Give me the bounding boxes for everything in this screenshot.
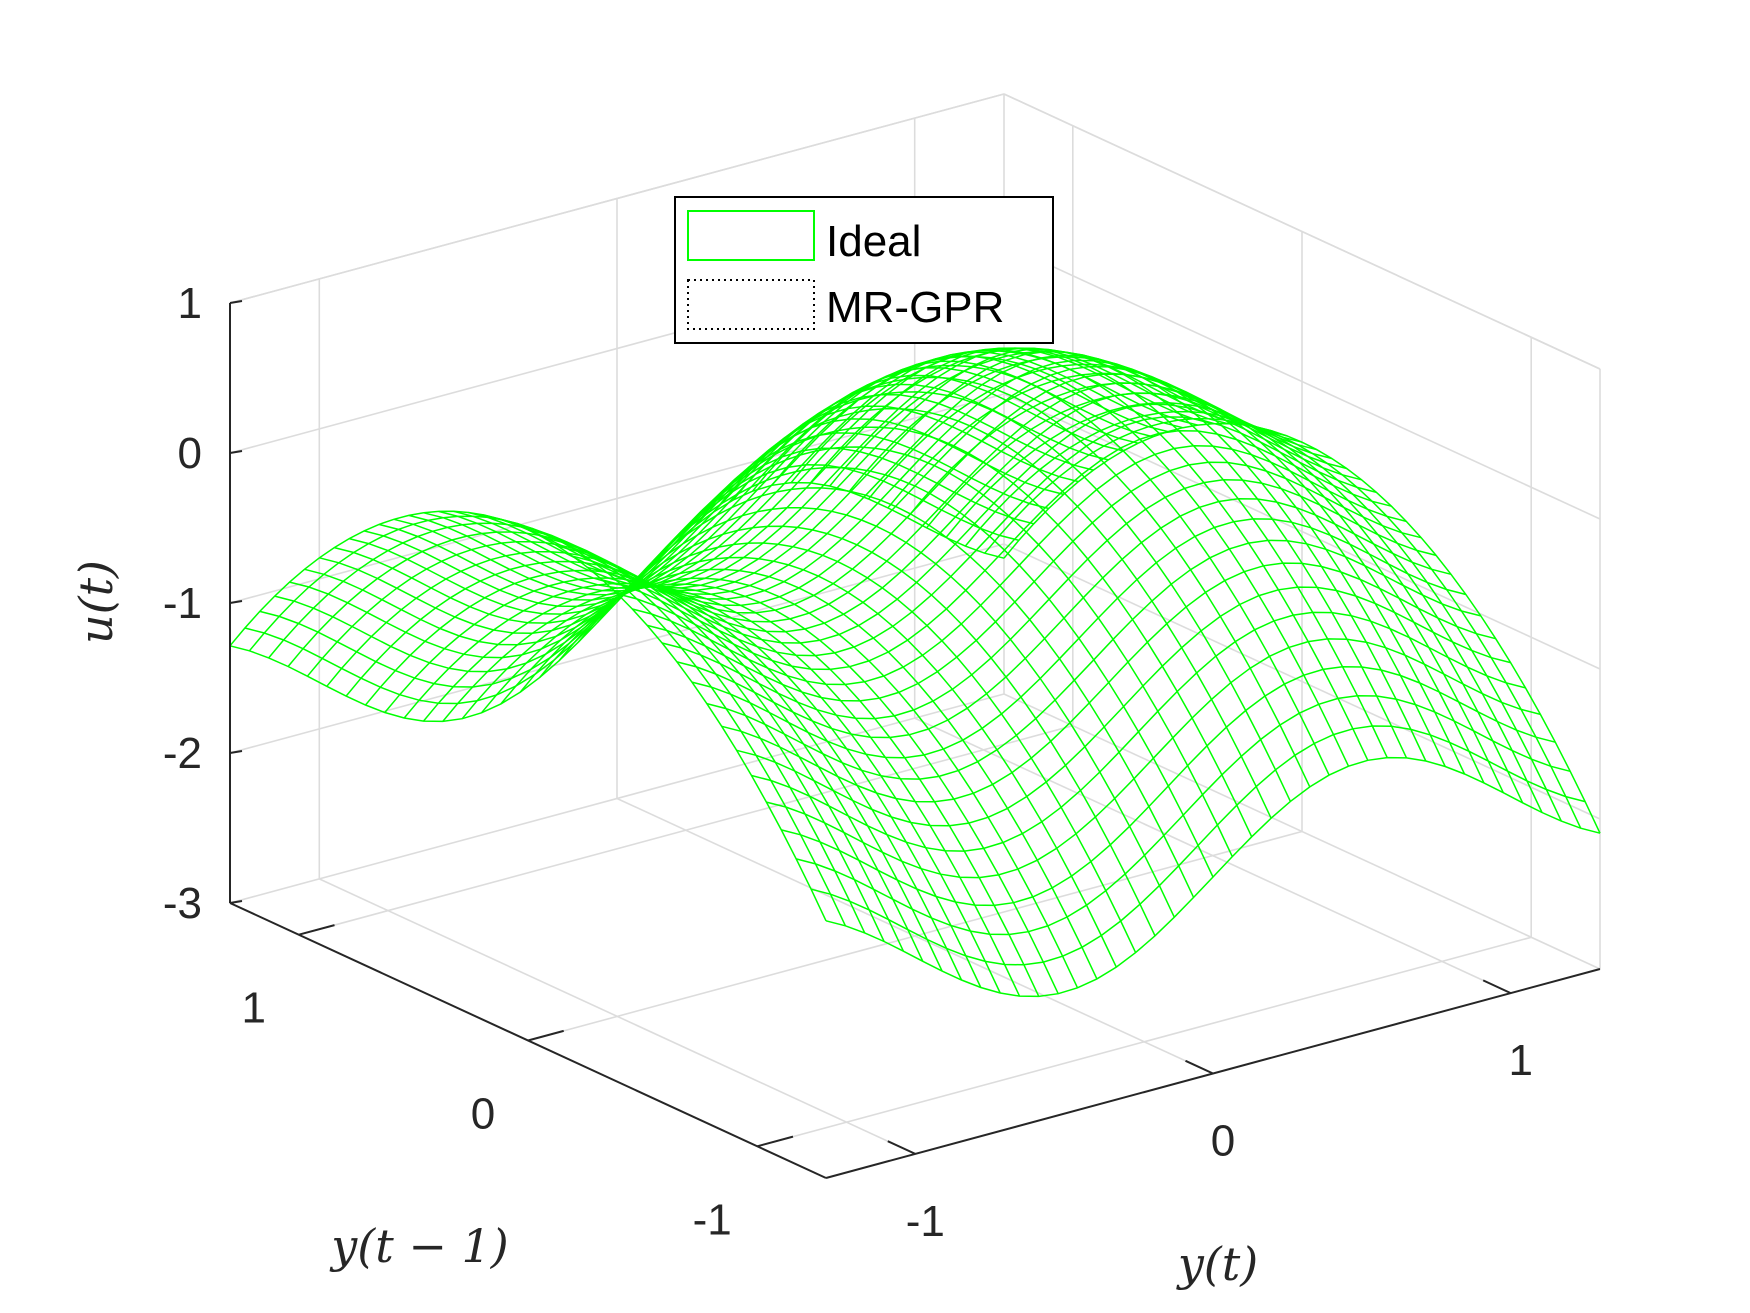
grid-line-y bbox=[298, 724, 1074, 936]
grid-line-y bbox=[756, 936, 1532, 1148]
legend-label-ideal: Ideal bbox=[826, 217, 921, 266]
x-axis-label: y(t) bbox=[1176, 1237, 1258, 1291]
surface-mesh-line-y bbox=[732, 364, 1330, 776]
legend: Ideal MR-GPR bbox=[674, 196, 1054, 344]
y-axis-label: y(t − 1) bbox=[329, 1219, 508, 1273]
surface-mesh-ideal bbox=[229, 347, 1601, 998]
surface-mesh-line-y bbox=[326, 550, 924, 962]
x-tick-mark bbox=[1482, 979, 1512, 995]
surface-mesh-line-y bbox=[867, 363, 1466, 775]
surface-mesh-line-y bbox=[616, 466, 1214, 878]
surface-mesh-line-y bbox=[268, 522, 866, 934]
surface-mesh-line-y bbox=[926, 392, 1524, 804]
z-tick-label: 1 bbox=[178, 279, 202, 328]
x-tick-mark bbox=[1185, 1059, 1214, 1075]
z-axis-label: u(t) bbox=[69, 560, 123, 644]
grid-line-y bbox=[527, 830, 1303, 1042]
z-tick-label: 0 bbox=[178, 429, 202, 478]
surface-mesh-line-y bbox=[790, 347, 1388, 758]
x-tick-mark bbox=[887, 1140, 916, 1155]
surface-mesh-line-y bbox=[384, 577, 982, 988]
surface-mesh-line-y bbox=[577, 506, 1175, 918]
y-tick-mark bbox=[527, 1029, 564, 1042]
surface-mesh-line-y bbox=[887, 372, 1485, 784]
y-tick-mark bbox=[298, 924, 335, 936]
x-tick-label: 1 bbox=[1508, 1036, 1532, 1085]
surface-mesh-line-y bbox=[422, 585, 1021, 997]
z-tick-mark bbox=[229, 750, 243, 754]
z-tick-label: -2 bbox=[163, 729, 202, 778]
surface-mesh-line-y bbox=[597, 487, 1195, 898]
y-tick-label: 1 bbox=[242, 984, 266, 1033]
x-tick-label: -1 bbox=[906, 1197, 945, 1246]
box-edge bbox=[1003, 93, 1601, 370]
x-tick-label: 0 bbox=[1211, 1117, 1235, 1166]
surface-mesh-line-y bbox=[751, 355, 1350, 767]
z-tick-mark bbox=[229, 300, 243, 304]
surface-mesh-line-y bbox=[945, 402, 1543, 813]
tick-labels: -3 -2 -1 0 1 -1 0 1 -1 0 1 bbox=[163, 279, 1533, 1246]
z-tick-label: -3 bbox=[163, 879, 202, 928]
surface-mesh-line-y bbox=[364, 569, 963, 981]
surface-mesh-line-y bbox=[809, 347, 1408, 759]
y-tick-label: 0 bbox=[471, 1090, 495, 1139]
surface-mesh-line-y bbox=[442, 586, 1040, 997]
surface-mesh-line-y bbox=[984, 417, 1582, 829]
box-edge bbox=[229, 93, 1005, 304]
surface-mesh-line-y bbox=[771, 350, 1369, 761]
surface-mesh-line-y bbox=[906, 382, 1504, 794]
legend-label-mrgpr: MR-GPR bbox=[826, 283, 1004, 332]
surface-mesh-line-y bbox=[461, 583, 1059, 995]
surface-mesh-line-y bbox=[655, 426, 1253, 838]
surface-mesh-line-y bbox=[229, 510, 827, 922]
surface-mesh-line-y bbox=[500, 568, 1098, 980]
z-tick-mark bbox=[229, 450, 243, 454]
surface-mesh-line-y bbox=[539, 542, 1137, 953]
surface-mesh-line-y bbox=[558, 525, 1156, 937]
surface-mesh-line-y bbox=[287, 531, 885, 942]
legend-swatch-mrgpr bbox=[687, 279, 815, 330]
axes-layer bbox=[229, 300, 1601, 1179]
legend-swatch-ideal bbox=[687, 210, 815, 261]
z-tick-mark bbox=[229, 900, 243, 904]
y-tick-mark bbox=[756, 1135, 794, 1148]
surface-mesh-line-y bbox=[403, 582, 1001, 994]
surface-mesh-line-y bbox=[306, 540, 905, 952]
surface-mesh-line-y bbox=[480, 577, 1079, 989]
z-tick-label: -1 bbox=[163, 579, 202, 628]
surface-mesh-line-y bbox=[345, 560, 943, 972]
surface-mesh-line-y bbox=[713, 376, 1311, 788]
surface-mesh-line-y bbox=[674, 407, 1272, 819]
y-tick-label: -1 bbox=[693, 1195, 732, 1244]
surface-mesh-line-y bbox=[1003, 422, 1601, 834]
z-tick-mark bbox=[229, 600, 243, 604]
legend-box bbox=[674, 196, 1054, 344]
